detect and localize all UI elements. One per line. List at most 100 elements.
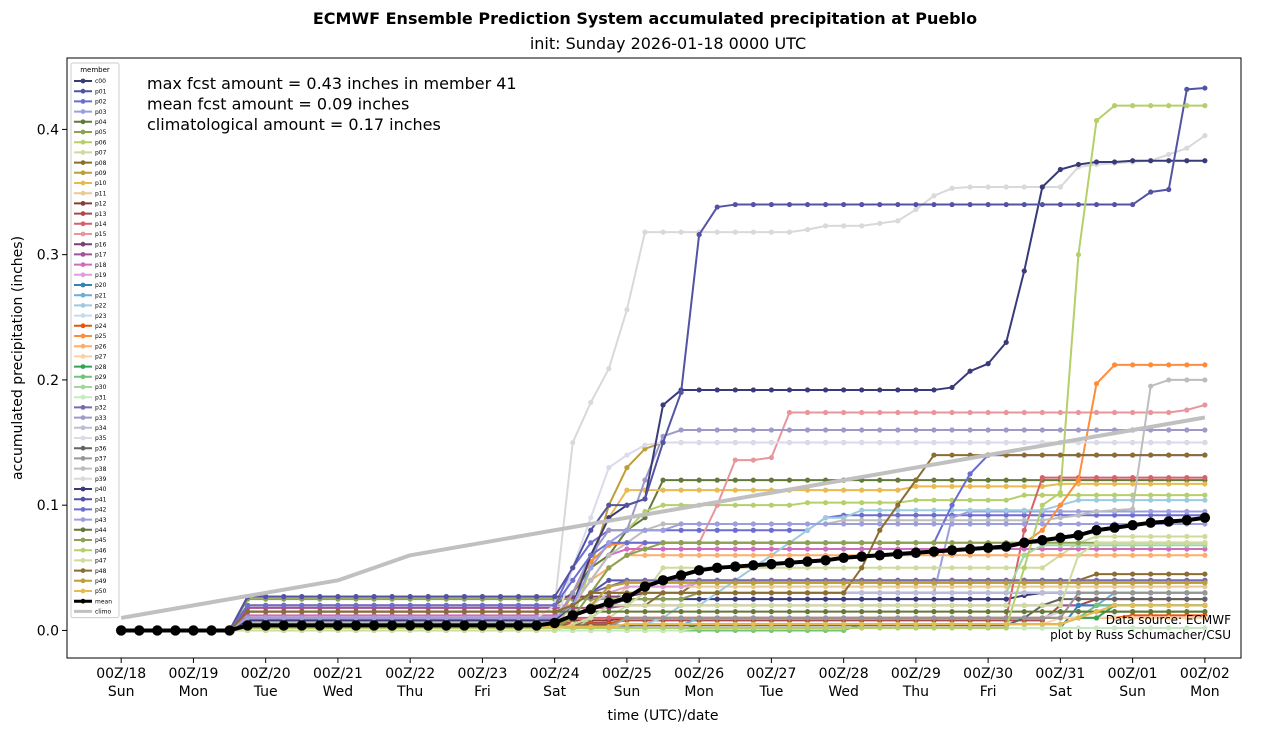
data-point — [1075, 540, 1082, 546]
data-point — [1166, 475, 1172, 481]
data-point — [750, 527, 756, 533]
data-point — [245, 615, 251, 621]
data-point — [913, 596, 919, 602]
data-point — [1111, 552, 1118, 558]
data-point — [967, 625, 973, 631]
data-point — [624, 625, 630, 631]
data-point — [1039, 609, 1045, 615]
data-point — [660, 565, 666, 571]
data-point — [714, 615, 720, 621]
data-point — [931, 580, 937, 586]
data-point — [1003, 596, 1009, 602]
legend-label: p27 — [95, 354, 107, 361]
legend-marker — [80, 588, 86, 594]
legend-marker — [80, 374, 86, 380]
data-point — [1148, 552, 1154, 558]
data-point — [660, 487, 666, 493]
legend-marker — [80, 292, 86, 298]
data-point — [1037, 535, 1048, 546]
data-point — [895, 201, 901, 208]
data-point — [931, 602, 937, 608]
data-point — [949, 427, 955, 433]
legend-label: p01 — [95, 88, 107, 95]
data-point — [1202, 533, 1208, 540]
data-point — [350, 620, 362, 631]
x-tick-label: 00Z/18 Sun — [96, 666, 146, 700]
data-point — [1039, 184, 1045, 190]
data-point — [678, 602, 684, 608]
data-point — [588, 615, 594, 621]
data-point — [1075, 427, 1082, 433]
data-point — [750, 387, 756, 393]
data-point — [804, 615, 811, 621]
data-point — [606, 577, 612, 583]
x-tick-label: 00Z/02 Mon — [1180, 666, 1230, 700]
data-point — [1199, 512, 1211, 523]
data-point — [404, 620, 416, 631]
data-point — [497, 615, 504, 621]
data-point — [931, 625, 937, 631]
data-point — [750, 201, 756, 208]
data-point — [804, 580, 811, 586]
data-point — [822, 625, 829, 631]
data-point — [1130, 571, 1136, 577]
data-point — [859, 521, 865, 527]
data-point — [877, 565, 883, 571]
data-point — [1039, 517, 1045, 523]
data-point — [822, 590, 829, 596]
data-point — [949, 615, 955, 621]
data-point — [859, 201, 865, 208]
legend-label: p33 — [95, 415, 107, 422]
data-point — [1111, 507, 1118, 513]
data-point — [859, 596, 865, 602]
data-point — [1003, 621, 1009, 627]
data-point — [1093, 439, 1100, 446]
data-point — [949, 201, 955, 208]
legend-label: p28 — [95, 364, 107, 371]
series-line — [120, 415, 1206, 620]
data-point — [1111, 540, 1118, 546]
legend-label: p47 — [95, 558, 107, 565]
data-point — [750, 621, 756, 627]
data-point — [425, 594, 431, 600]
data-point — [859, 584, 865, 590]
data-point — [606, 552, 612, 558]
legend-marker — [80, 517, 86, 522]
data-point — [263, 609, 269, 615]
data-point — [877, 621, 883, 627]
data-point — [1093, 584, 1100, 590]
data-point — [1202, 615, 1208, 621]
data-point — [931, 409, 937, 416]
data-point — [1039, 625, 1045, 631]
data-point — [877, 439, 883, 446]
data-point — [1003, 580, 1009, 586]
data-point — [263, 615, 269, 621]
data-point — [624, 527, 630, 533]
data-point — [1148, 580, 1154, 586]
data-point — [606, 624, 612, 630]
data-point — [1111, 475, 1118, 481]
data-point — [931, 452, 937, 458]
data-point — [1166, 492, 1172, 498]
data-point — [913, 409, 919, 416]
data-point — [1093, 602, 1100, 608]
data-point — [515, 609, 522, 615]
data-point — [678, 580, 684, 586]
data-point — [624, 621, 630, 627]
data-point — [822, 500, 829, 506]
legend-label: p15 — [95, 231, 107, 238]
data-point — [425, 602, 431, 608]
data-point — [895, 477, 901, 483]
data-point — [642, 527, 648, 533]
data-point — [660, 609, 666, 615]
data-point — [1184, 596, 1190, 602]
data-point — [278, 620, 289, 631]
data-point — [1003, 497, 1009, 503]
data-point — [1021, 584, 1027, 590]
data-point — [678, 389, 684, 396]
data-point — [841, 596, 847, 602]
data-point — [859, 487, 865, 493]
data-point — [859, 500, 865, 506]
legend-label: c00 — [95, 78, 106, 85]
